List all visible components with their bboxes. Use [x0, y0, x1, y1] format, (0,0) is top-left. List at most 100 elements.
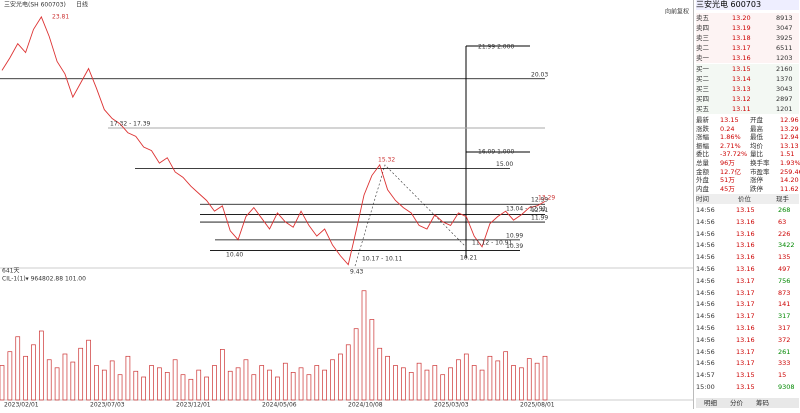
cell: 13.12 [732, 95, 751, 103]
cell: 13.17 [736, 288, 755, 297]
cell: 1370 [776, 75, 793, 83]
panel-row: 14:56 13.17 141 [696, 299, 799, 309]
volume-bar [487, 355, 493, 401]
panel-row: 振幅 2.71% 均价 13.13 [696, 141, 799, 151]
cell: 市盈率 [750, 167, 770, 176]
panel-row: 14:56 13.16 226 [696, 229, 799, 239]
panel-row: 总量 96万 换手率 1.93% [696, 158, 800, 168]
cell: 振幅 [696, 141, 709, 150]
volume-bar [101, 369, 107, 401]
cell: 13.13 [780, 141, 799, 150]
cell: 买二 [696, 75, 709, 83]
trend-line [354, 164, 467, 267]
cell: 6511 [776, 44, 793, 52]
cell: 9308 [778, 383, 795, 391]
cell: 1201 [776, 105, 793, 113]
volume-bar [46, 359, 52, 401]
panel-row: 15:00 13.15 9308 [696, 382, 799, 392]
volume-bar [534, 362, 540, 401]
volume-bar [298, 367, 304, 401]
panel-row: 14:56 13.17 317 [696, 311, 799, 321]
cell: 14.20 [780, 176, 799, 185]
volume-bar [432, 365, 438, 401]
panel-row: 买四 13.12 2897 [696, 94, 799, 104]
cell: 3047 [776, 24, 793, 32]
annotation: 10.40 [226, 252, 243, 259]
cell: 14:56 [696, 300, 715, 309]
volume-bar [31, 344, 36, 401]
volume-bar [196, 369, 202, 401]
date-label: 2025/08/01 [520, 402, 555, 409]
volume-bar [440, 374, 446, 401]
annotation: 9.43 [350, 269, 364, 276]
volume-bar [385, 355, 390, 401]
volume-bar [393, 365, 398, 401]
cell: 涨跌 [696, 124, 709, 133]
panel-row: 14:56 13.15 268 [696, 205, 799, 215]
volume-bar [275, 376, 280, 401]
panel-row: 14:56 13.17 756 [696, 276, 799, 286]
volume-bar [306, 374, 312, 401]
panel-row: 14:56 13.16 3422 [696, 240, 799, 250]
cell: 价位 [738, 195, 751, 203]
panel-row: 14:56 13.17 333 [696, 358, 799, 368]
cell: 14:56 [696, 217, 715, 226]
cell: 15 [778, 371, 787, 380]
volume-bar [7, 351, 13, 401]
volume-bar [408, 372, 414, 401]
panel-title: 三安光电 600703 [696, 0, 799, 10]
cell: 14:56 [696, 253, 715, 262]
cell: 14:56 [696, 335, 715, 344]
cell: 13.16 [736, 265, 755, 273]
volume-bar [149, 365, 154, 401]
cell: 372 [778, 335, 791, 344]
cell: 内盘 [696, 184, 709, 193]
level-label: 12.99 [531, 197, 548, 204]
cell: 13.11 [732, 105, 751, 113]
panel-row: 明细 分价 筹码 [696, 398, 799, 408]
cell: 13.20 [732, 14, 751, 22]
volume-bar [369, 319, 375, 401]
cell: 3422 [778, 241, 795, 250]
panel-row: 卖五 13.20 8913 [696, 13, 799, 23]
cell: 317 [778, 312, 791, 321]
panel-row: 买一 13.15 2160 [696, 64, 799, 74]
quote-panel: 三安光电 600703 卖五 13.20 8913 卖四 13.19 3047 卖三 13.1… [693, 0, 800, 409]
date-label: 2024/10/08 [348, 402, 383, 409]
volume-bar [219, 349, 225, 401]
cell: 317 [778, 324, 791, 332]
cell: 0.24 [720, 124, 735, 133]
annotation: 10.17 - 10.11 [362, 256, 403, 263]
cell: 13.17 [736, 347, 755, 356]
panel-row: 14:56 13.16 497 [696, 264, 799, 274]
price-line [1, 15, 546, 266]
cell: 141 [778, 300, 791, 309]
annotation: 17.32 - 17.39 [110, 121, 151, 128]
volume-bar [361, 290, 367, 401]
cell: 226 [778, 229, 791, 238]
cell: 13.16 [736, 335, 755, 344]
date-label: 2023/07/03 [90, 402, 125, 409]
cell: 15:00 [696, 383, 715, 391]
volume-bar [345, 344, 351, 401]
cell: 45万 [720, 184, 735, 193]
cell: 135 [778, 253, 791, 262]
volume-bar [15, 336, 21, 401]
date-label: 2024/05/06 [262, 402, 297, 409]
panel-row: 时间 价位 现手 [696, 194, 799, 204]
cell: 2160 [776, 65, 793, 73]
cell: 现手 [776, 195, 789, 203]
cell: 13.29 [780, 124, 799, 133]
cell: 51万 [720, 176, 735, 185]
cell: 8913 [776, 14, 793, 22]
cell: 均价 [750, 141, 763, 150]
volume-bar [38, 330, 44, 401]
volume-bar [338, 353, 343, 401]
volume-bar [290, 372, 296, 401]
volume-bar [204, 376, 209, 401]
cell: 买五 [696, 105, 709, 113]
cell: 总量 [696, 159, 709, 167]
volume-bar [23, 355, 28, 401]
cell: 换手率 [750, 159, 770, 167]
